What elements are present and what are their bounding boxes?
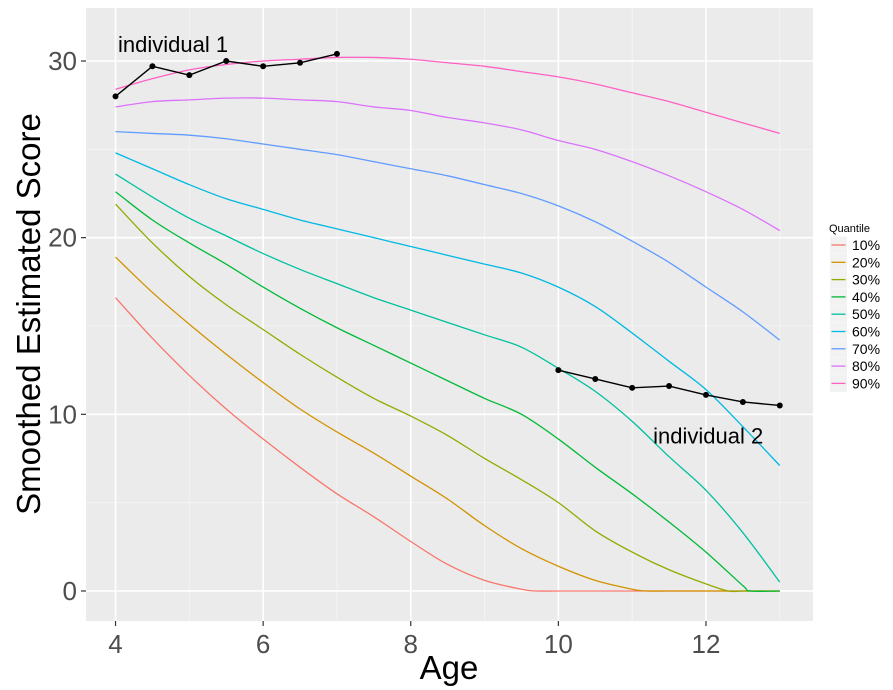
individual-point (555, 367, 562, 374)
y-axis-ticks: 0 10 20 30 (48, 46, 86, 606)
individual-point (592, 375, 599, 382)
legend-label: 40% (852, 289, 880, 305)
series-lines (115, 56, 781, 593)
series-line-70pct (115, 131, 781, 341)
individual-annotation: individual 1 (118, 32, 228, 57)
individual-point (629, 384, 636, 391)
y-tick-label: 10 (48, 399, 77, 429)
legend-label: 20% (852, 254, 880, 270)
legend-label: 60% (852, 324, 880, 340)
series-line-90pct (115, 56, 780, 135)
x-tick-label: 4 (108, 629, 122, 659)
individual-point (186, 72, 193, 79)
individual-point (297, 59, 304, 66)
series-line-50pct (115, 173, 781, 583)
x-axis-title: Age (420, 649, 479, 686)
legend-items: 10%20% 30%40%50% 60%70%80%90% (830, 236, 880, 392)
series-line-60pct (115, 152, 781, 466)
individual-point (776, 402, 783, 409)
x-tick-label: 12 (692, 629, 721, 659)
individual-point (112, 93, 119, 100)
series-line-30pct (115, 203, 780, 593)
individual-point (739, 398, 746, 405)
individual-annotation: individual 2 (653, 424, 763, 449)
y-tick-label: 30 (48, 46, 77, 76)
individual-point (223, 57, 230, 64)
x-tick-label: 6 (256, 629, 270, 659)
legend-label: 10% (852, 237, 880, 253)
legend-label: 50% (852, 306, 880, 322)
series-line-40pct (115, 191, 780, 593)
individual-point (702, 391, 709, 398)
x-tick-label: 10 (544, 629, 573, 659)
x-axis-ticks: 4 6 8 10 12 (108, 621, 720, 659)
individual-point (333, 50, 340, 57)
individual-point (666, 383, 673, 390)
legend-title: Quantile (829, 223, 870, 235)
series-line-20pct (115, 256, 780, 592)
individual-trajectories: individual 1 individual 2 (112, 32, 783, 449)
y-tick-label: 0 (63, 576, 77, 606)
legend-label: 90% (852, 375, 880, 391)
y-tick-label: 20 (48, 223, 77, 253)
legend: Quantile 10%20% 30%40%50% 60%70%80%90% (829, 223, 880, 392)
series-line-80pct (115, 97, 781, 232)
legend-label: 80% (852, 358, 880, 374)
x-tick-label: 8 (404, 629, 418, 659)
plot-panel (86, 8, 813, 621)
individual-point (260, 63, 267, 70)
legend-label: 70% (852, 341, 880, 357)
legend-label: 30% (852, 272, 880, 288)
minor-gridlines (86, 8, 813, 621)
y-axis-title: Smoothed Estimated Score (10, 113, 47, 515)
individual-point (149, 63, 156, 70)
